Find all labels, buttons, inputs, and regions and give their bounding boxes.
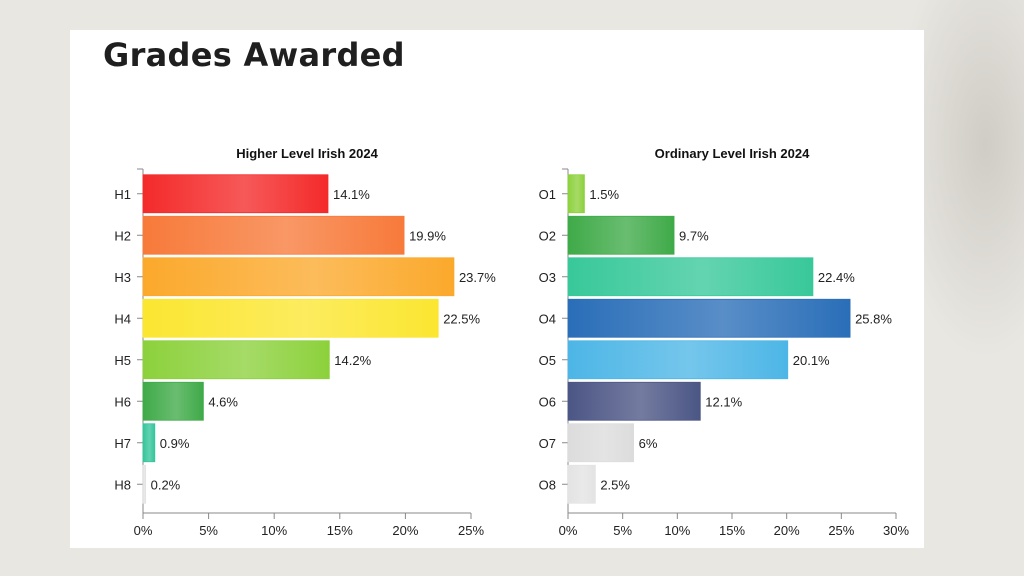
ordinary-value-label: 9.7% (679, 228, 709, 243)
ordinary-value-label: 25.8% (855, 311, 892, 326)
higher-value-label: 22.5% (443, 311, 480, 326)
higher-bar (142, 257, 455, 297)
higher-bar (142, 174, 329, 214)
ordinary-value-label: 2.5% (600, 477, 630, 492)
ordinary-category-label: O1 (539, 187, 556, 202)
higher-bar (142, 298, 439, 338)
higher-value-label: 0.9% (160, 436, 190, 451)
ordinary-category-label: O6 (539, 394, 556, 409)
higher-level-chart: Higher Level Irish 2024 H1 14.1% H2 19.9% H3 2… (114, 146, 496, 538)
ordinary-category-label: O4 (539, 311, 556, 326)
ordinary-bar (567, 340, 789, 380)
higher-category-label: H1 (114, 187, 131, 202)
ordinary-value-label: 1.5% (589, 187, 619, 202)
page-title: Grades Awarded (103, 36, 405, 74)
higher-value-label: 14.2% (334, 353, 371, 368)
ordinary-x-tick-label: 15% (719, 523, 745, 538)
ordinary-x-tick-label: 25% (828, 523, 854, 538)
ordinary-bar (567, 215, 675, 255)
higher-category-label: H4 (114, 311, 131, 326)
ordinary-level-chart: Ordinary Level Irish 2024 O1 1.5% O2 9.7% O3 2… (539, 146, 910, 538)
higher-value-label: 23.7% (459, 270, 496, 285)
ordinary-bar (567, 464, 596, 504)
ordinary-x-tick-label: 5% (613, 523, 632, 538)
higher-category-label: H3 (114, 270, 131, 285)
higher-value-label: 0.2% (151, 477, 181, 492)
higher-x-tick-label: 10% (261, 523, 287, 538)
ordinary-bar (567, 257, 814, 297)
ordinary-category-label: O8 (539, 477, 556, 492)
ordinary-x-tick-label: 20% (774, 523, 800, 538)
higher-x-tick-label: 25% (458, 523, 484, 538)
higher-x-tick-label: 15% (327, 523, 353, 538)
higher-bar (142, 423, 156, 463)
ordinary-bar (567, 174, 585, 214)
higher-value-label: 19.9% (409, 228, 446, 243)
higher-chart-title: Higher Level Irish 2024 (236, 146, 378, 161)
ordinary-x-tick-label: 30% (883, 523, 909, 538)
higher-value-label: 4.6% (208, 394, 238, 409)
content-card: Grades Awarded Higher Level Irish 2024 H1… (70, 30, 924, 548)
higher-category-label: H5 (114, 353, 131, 368)
ordinary-category-label: O7 (539, 436, 556, 451)
higher-x-tick-label: 5% (199, 523, 218, 538)
higher-bar (142, 215, 405, 255)
ordinary-chart-title: Ordinary Level Irish 2024 (655, 146, 810, 161)
ordinary-value-label: 6% (639, 436, 658, 451)
higher-x-tick-label: 0% (134, 523, 153, 538)
higher-bar (142, 464, 147, 504)
higher-x-tick-label: 20% (392, 523, 418, 538)
ordinary-value-label: 20.1% (793, 353, 830, 368)
higher-category-label: H7 (114, 436, 131, 451)
higher-bar (142, 340, 330, 380)
ordinary-bar (567, 381, 701, 421)
ordinary-x-tick-label: 0% (559, 523, 578, 538)
ordinary-category-label: O3 (539, 270, 556, 285)
higher-value-label: 14.1% (333, 187, 370, 202)
higher-category-label: H8 (114, 477, 131, 492)
ordinary-category-label: O5 (539, 353, 556, 368)
ordinary-x-tick-label: 10% (664, 523, 690, 538)
ordinary-value-label: 12.1% (705, 394, 742, 409)
ordinary-bar (567, 423, 634, 463)
higher-category-label: H6 (114, 394, 131, 409)
ordinary-value-label: 22.4% (818, 270, 855, 285)
ordinary-category-label: O2 (539, 228, 556, 243)
ordinary-bar (567, 298, 851, 338)
higher-category-label: H2 (114, 228, 131, 243)
higher-bar (142, 381, 204, 421)
